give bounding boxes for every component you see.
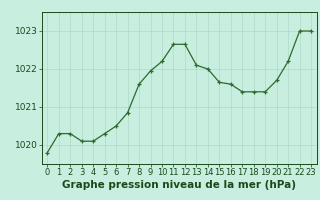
- X-axis label: Graphe pression niveau de la mer (hPa): Graphe pression niveau de la mer (hPa): [62, 180, 296, 190]
